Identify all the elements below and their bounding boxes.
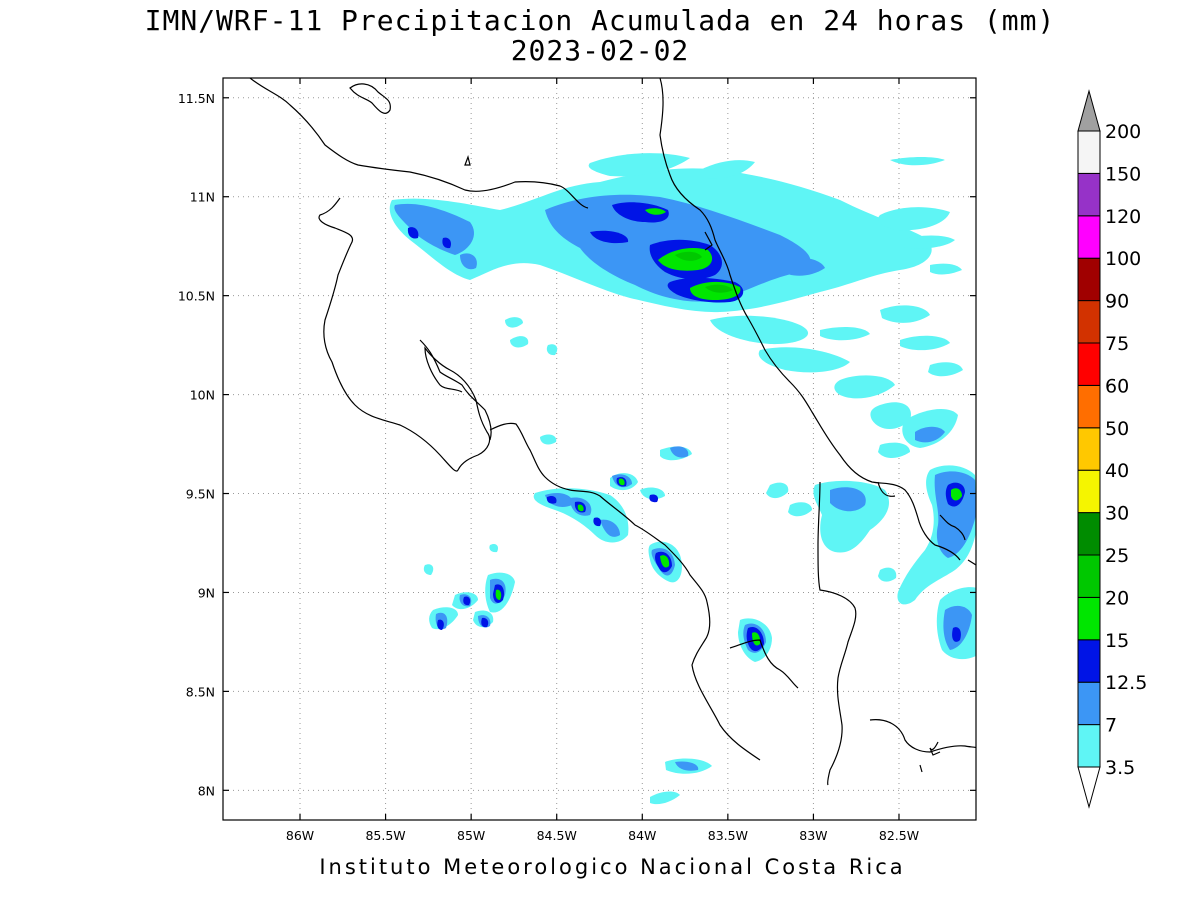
colorbar-swatch <box>1077 724 1101 768</box>
colorbar-swatch <box>1077 300 1101 344</box>
colorbar-swatch <box>1077 639 1101 683</box>
map-date: 2023-02-02 <box>510 34 690 67</box>
colorbar-swatch <box>1077 596 1101 641</box>
colorbar-label: 60 <box>1105 375 1129 397</box>
colorbar-swatch <box>1077 257 1101 302</box>
map-title: IMN/WRF-11 Precipitacion Acumulada en 24… <box>144 4 1056 37</box>
precipitation-field <box>389 153 976 805</box>
lat-tick-label: 10.5N <box>178 289 215 304</box>
lon-tick-label: 82.5W <box>879 828 919 843</box>
colorbar-swatch <box>1077 384 1101 429</box>
colorbar-swatch <box>1077 427 1101 471</box>
colorbar-over-arrow <box>1077 89 1101 132</box>
colorbar-under-arrow <box>1077 766 1101 809</box>
colorbar-label: 75 <box>1105 333 1129 355</box>
precip-area-20mm <box>675 251 733 293</box>
lat-tick-label: 11N <box>190 190 215 205</box>
colorbar-label: 120 <box>1105 206 1141 228</box>
colorbar-swatch <box>1077 172 1101 217</box>
colorbar-swatch <box>1077 130 1101 174</box>
colorbar-swatch <box>1077 215 1101 259</box>
lat-tick-label: 10N <box>190 388 215 403</box>
colorbar-swatch <box>1077 512 1101 556</box>
lon-tick-label: 85W <box>457 828 485 843</box>
lat-tick-label: 8N <box>198 783 215 798</box>
colorbar-label: 40 <box>1105 460 1129 482</box>
lon-tick-label: 86W <box>286 828 314 843</box>
colorbar-label: 3.5 <box>1105 757 1135 779</box>
colorbar-swatch <box>1077 469 1101 514</box>
colorbar-label: 15 <box>1105 630 1129 652</box>
colorbar-swatch <box>1077 554 1101 598</box>
colorbar-label: 20 <box>1105 587 1129 609</box>
colorbar: 3.5 7 12.5 15 20 25 30 40 50 60 75 90 100 120 150 200 <box>1077 89 1147 809</box>
colorbar-label: 7 <box>1105 715 1117 737</box>
map-frame <box>222 77 977 821</box>
colorbar-label: 12.5 <box>1105 672 1147 694</box>
coastline-borders <box>249 78 976 786</box>
lon-tick-label: 83W <box>799 828 827 843</box>
colorbar-label: 90 <box>1105 291 1129 313</box>
map-graticule <box>223 78 976 820</box>
axis-ticks: 11.5N 11N 10.5N 10N 9.5N 9N 8.5N 8N 86W 85.5W 85W 8… <box>178 78 976 843</box>
footer-credit: Instituto Meteorologico Nacional Costa R… <box>319 855 906 879</box>
colorbar-label: 100 <box>1105 248 1141 270</box>
lon-tick-label: 84W <box>628 828 656 843</box>
colorbar-label: 50 <box>1105 418 1129 440</box>
lon-tick-label: 85.5W <box>365 828 405 843</box>
colorbar-label: 150 <box>1105 163 1141 185</box>
colorbar-label: 200 <box>1105 121 1141 143</box>
colorbar-label: 30 <box>1105 503 1129 525</box>
lat-tick-label: 9N <box>198 585 215 600</box>
colorbar-swatch <box>1077 342 1101 386</box>
colorbar-label: 25 <box>1105 545 1129 567</box>
colorbar-swatch <box>1077 681 1101 726</box>
lat-tick-label: 8.5N <box>186 684 215 699</box>
lon-tick-label: 83.5W <box>708 828 748 843</box>
lon-tick-label: 84.5W <box>537 828 577 843</box>
lat-tick-label: 11.5N <box>178 91 215 106</box>
lat-tick-label: 9.5N <box>186 487 215 502</box>
